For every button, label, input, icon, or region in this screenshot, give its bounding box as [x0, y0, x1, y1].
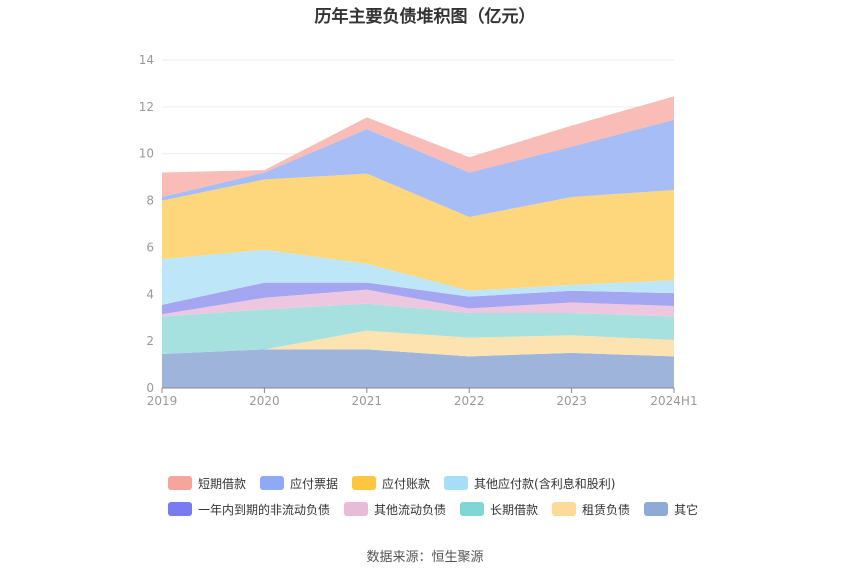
legend-item[interactable]: 其他应付款(含利息和股利) [444, 475, 615, 492]
legend-label: 应付账款 [382, 476, 431, 491]
area-一年内到期的非流动负债 [162, 282, 674, 315]
area-租赁负债 [162, 330, 674, 357]
legend-swatch [168, 502, 192, 516]
legend-label: 应付票据 [290, 476, 339, 491]
legend-swatch [344, 502, 369, 516]
area-应付账款 [162, 173, 674, 291]
legend-item[interactable]: 长期借款 [460, 501, 538, 518]
legend-item[interactable]: 一年内到期的非流动负债 [168, 501, 330, 518]
data-source: 数据来源：恒生聚源 [366, 550, 484, 565]
y-tick-label: 14 [139, 53, 154, 67]
legend-swatch [444, 476, 469, 490]
area-其他流动负债 [162, 289, 674, 317]
y-tick-label: 0 [146, 381, 154, 395]
y-tick-label: 4 [146, 287, 154, 301]
legend-item[interactable]: 其它 [644, 501, 698, 518]
chart-title: 历年主要负债堆积图（亿元） [314, 7, 536, 27]
legend-item[interactable]: 其他流动负债 [344, 501, 446, 518]
area-应付票据 [162, 119, 674, 217]
legend-label: 一年内到期的非流动负债 [198, 502, 331, 517]
x-tick-label: 2021 [352, 394, 383, 408]
x-tick-label: 2020 [249, 394, 280, 408]
x-tick-label: 2022 [454, 394, 485, 408]
y-tick-label: 8 [146, 194, 154, 208]
legend-swatch [460, 502, 485, 516]
y-tick-label: 10 [139, 147, 154, 161]
legend-swatch [552, 502, 577, 516]
legend-label: 其他流动负债 [374, 502, 447, 517]
legend-item[interactable]: 短期借款 [168, 475, 246, 492]
legend-label: 短期借款 [198, 476, 247, 491]
y-tick-label: 12 [139, 100, 154, 114]
area-其它 [162, 349, 674, 388]
area-长期借款 [162, 303, 674, 355]
legend-swatch [644, 502, 669, 516]
legend-swatch [352, 476, 377, 490]
x-tick-label: 2024H1 [650, 394, 697, 408]
legend-item[interactable]: 租赁负债 [552, 501, 630, 518]
stacked-area-chart: 0 2 4 6 8 10 12 14 2019 2020 2021 2022 2023 2024H1 [139, 53, 698, 408]
chart-legend: 短期借款 应付票据 应付账款 其他应付款(含利息和股利) 一年内到期的非流动负债 其他流… [168, 472, 728, 524]
legend-label: 长期借款 [490, 502, 539, 517]
area-短期借款 [162, 96, 674, 198]
legend-label: 其他应付款(含利息和股利) [474, 476, 616, 491]
y-tick-label: 2 [146, 334, 154, 348]
legend-item[interactable]: 应付账款 [352, 475, 430, 492]
area-其他应付款(含利息和股利) [162, 249, 674, 305]
legend-label: 租赁负债 [582, 502, 631, 517]
legend-swatch [260, 476, 285, 490]
x-tick-label: 2023 [556, 394, 587, 408]
legend-row-1: 短期借款 应付票据 应付账款 其他应付款(含利息和股利) [168, 472, 728, 494]
legend-item[interactable]: 应付票据 [260, 475, 338, 492]
legend-row-2: 一年内到期的非流动负债 其他流动负债 长期借款 租赁负债 其它 [168, 498, 728, 520]
y-tick-label: 6 [146, 240, 154, 254]
legend-label: 其它 [674, 502, 699, 517]
legend-swatch [168, 476, 192, 490]
x-tick-label: 2019 [147, 394, 178, 408]
